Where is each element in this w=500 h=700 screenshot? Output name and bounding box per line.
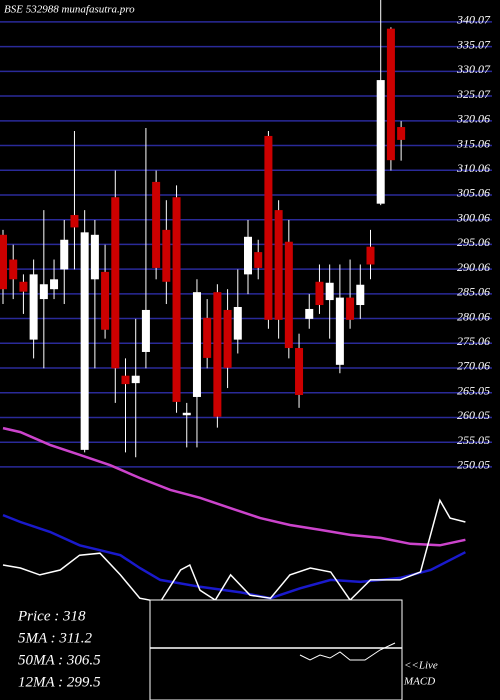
- candle-body: [386, 28, 395, 161]
- candle-body: [284, 241, 293, 349]
- y-tick-label: 335.07: [456, 37, 491, 51]
- candle-body: [244, 236, 252, 275]
- candle-body: [192, 292, 201, 397]
- candle-body: [274, 210, 283, 320]
- y-tick-label: 290.06: [457, 260, 490, 274]
- candle-body: [325, 282, 334, 301]
- y-tick-label: 330.07: [456, 62, 491, 76]
- y-tick-label: 300.06: [456, 210, 490, 224]
- chart-title: BSE 532988 munafasutra.pro: [4, 4, 135, 16]
- candle-body: [29, 274, 38, 340]
- y-tick-label: 260.05: [457, 408, 490, 422]
- candle-body: [264, 135, 273, 320]
- y-tick-label: 305.06: [456, 186, 490, 200]
- candle-body: [366, 246, 375, 265]
- legend-entry: 12MA : 299.5: [18, 674, 101, 690]
- legend-entry: 50MA : 306.5: [18, 652, 101, 668]
- candle-body: [305, 308, 314, 319]
- y-tick-label: 310.06: [456, 161, 490, 175]
- candle-body: [172, 197, 181, 402]
- candle-body: [223, 309, 232, 368]
- ma-line: [2, 498, 466, 603]
- candle-body: [60, 239, 69, 270]
- legend: Price : 318 5MA : 311.2 50MA : 306.5 12MA :…: [17, 608, 101, 690]
- y-tick-label: 345.07: [456, 0, 491, 2]
- candle-body: [356, 284, 365, 306]
- ma-line: [2, 513, 466, 600]
- candle-body: [213, 292, 222, 417]
- candle-body: [19, 281, 28, 292]
- candle-body: [111, 197, 120, 369]
- y-tick-label: 250.05: [457, 458, 490, 472]
- y-tick-label: 320.06: [456, 112, 490, 126]
- y-tick-label: 255.05: [457, 433, 490, 447]
- y-tick-label: 285.06: [457, 285, 490, 299]
- y-tick-label: 325.07: [456, 87, 491, 101]
- candle-body: [295, 348, 304, 395]
- candle-body: [182, 412, 191, 416]
- candle-body: [152, 181, 161, 268]
- y-tick-label: 275.06: [457, 334, 490, 348]
- candle-body: [141, 309, 150, 352]
- y-tick-label: 295.06: [457, 235, 490, 249]
- candle-body: [131, 375, 140, 384]
- candle-body: [233, 306, 242, 340]
- macd-panel: [149, 599, 403, 700]
- y-tick-label: 265.05: [457, 384, 490, 398]
- candle-body: [335, 297, 344, 365]
- candle-body: [70, 215, 79, 228]
- candle-body: [162, 229, 171, 282]
- macd-label: MACD: [403, 676, 435, 688]
- candle-body: [39, 284, 48, 300]
- ma-line: [2, 426, 466, 547]
- candle-body: [254, 252, 263, 268]
- candle-body: [397, 127, 406, 140]
- candle-body: [376, 80, 385, 204]
- y-tick-label: 340.07: [456, 13, 491, 27]
- candle-body: [0, 234, 7, 290]
- legend-entry: Price : 318: [17, 608, 86, 624]
- candle-body: [80, 232, 89, 450]
- candle-body: [101, 271, 110, 330]
- candle-body: [346, 297, 355, 320]
- macd-label: <<Live: [404, 660, 438, 672]
- candle-body: [121, 375, 130, 385]
- y-tick-label: 270.06: [457, 359, 490, 373]
- candle-body: [315, 281, 324, 306]
- macd-line: [299, 642, 396, 661]
- candle-body: [9, 259, 18, 280]
- candle-body: [203, 317, 212, 358]
- candle-body: [90, 234, 99, 280]
- y-tick-label: 280.06: [457, 309, 490, 323]
- y-tick-label: 315.06: [456, 136, 490, 150]
- candle-body: [50, 279, 59, 290]
- legend-entry: 5MA : 311.2: [18, 630, 93, 646]
